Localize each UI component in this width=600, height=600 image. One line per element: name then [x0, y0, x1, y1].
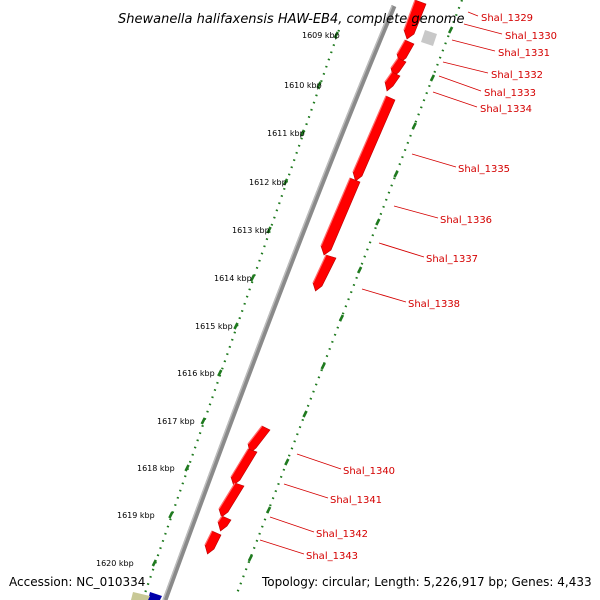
gene-arrow [230, 448, 258, 486]
gene-arrow [320, 177, 361, 256]
kbp-major-tick [217, 369, 223, 377]
inner-major-tick [375, 218, 381, 226]
kbp-major-tick [151, 559, 157, 567]
inner-major-tick [447, 26, 454, 34]
gene-leader-line [432, 91, 478, 108]
kbp-major-tick [333, 31, 339, 39]
gene-arrow-highlight [390, 57, 399, 69]
kbp-major-tick [233, 322, 239, 330]
gene-arrow-highlight [230, 448, 249, 478]
gene-label[interactable]: Shal_1333 [484, 88, 536, 99]
kbp-major-tick [168, 511, 174, 519]
gene-leader-line [442, 61, 489, 74]
kbp-label: 1609 kbp [302, 31, 340, 40]
gene-arrow-olive [131, 592, 150, 600]
kbp-major-tick [299, 129, 306, 137]
gene-leader-line [378, 242, 425, 258]
gene-label[interactable]: Shal_1331 [498, 48, 550, 59]
gene-arrow-faded [421, 30, 437, 46]
gene-arrow-highlight [384, 71, 393, 83]
gene-label[interactable]: Shal_1342 [316, 529, 368, 540]
kbp-major-tick [266, 226, 272, 234]
inner-major-tick [338, 314, 345, 322]
gene-arrow [312, 254, 337, 292]
gene-arrow-highlight [312, 254, 327, 284]
genome-backbone [162, 5, 397, 600]
gene-arrow-highlight [403, 0, 416, 31]
gene-arrow-highlight [320, 177, 351, 247]
label-layer: Shal_1329 Shal_1330 Shal_1331 Shal_1332 Shal… [259, 11, 557, 562]
gene-leader-line [283, 483, 329, 499]
inner-major-tick [247, 554, 254, 562]
gene-label[interactable]: Shal_1329 [481, 13, 533, 24]
gene-leader-line [451, 39, 496, 52]
inner-major-tick [393, 170, 399, 178]
gene-leader-line [361, 288, 407, 303]
kbp-major-tick [282, 178, 289, 186]
inner-major-tick [284, 458, 290, 466]
gene-label[interactable]: Shal_1343 [306, 551, 358, 562]
gene-label[interactable]: Shal_1340 [343, 466, 395, 477]
map-title: Shewanella halifaxensis HAW-EB4, complet… [118, 12, 464, 27]
gene-arrow-highlight [204, 530, 213, 546]
gene-leader-line [296, 453, 342, 470]
inner-major-tick [302, 410, 308, 418]
kbp-label: 1617 kbp [157, 417, 195, 426]
kbp-label: 1620 kbp [96, 559, 134, 568]
gene-label[interactable]: Shal_1332 [491, 70, 543, 81]
kbp-label: 1618 kbp [137, 464, 175, 473]
kbp-major-tick [200, 417, 206, 425]
inner-major-tick [320, 362, 326, 370]
gene-arrow [384, 71, 401, 92]
gene-leader-line [411, 153, 457, 168]
gene-leader-line [463, 23, 503, 35]
kbp-major-tick [316, 81, 322, 89]
kbp-label: 1614 kbp [214, 274, 252, 283]
kbp-label: 1610 kbp [284, 81, 322, 90]
gene-label[interactable]: Shal_1330 [505, 31, 557, 42]
gene-leader-line [438, 75, 482, 92]
tick-layer: 1609 kbp 1610 kbp 1611 kbp 1612 kbp 1613 kbp… [96, 0, 464, 597]
gene-arrow [352, 95, 396, 182]
accession-text: Accession: NC_010334 [9, 575, 145, 589]
gene-leader-line [259, 539, 305, 555]
gene-label[interactable]: Shal_1336 [440, 215, 492, 226]
kbp-label: 1619 kbp [117, 511, 155, 520]
gene-leader-line [393, 205, 439, 219]
gene-arrow [204, 530, 222, 555]
gene-label[interactable]: Shal_1335 [458, 164, 510, 175]
inner-major-tick [265, 506, 272, 514]
gene-label[interactable]: Shal_1334 [480, 104, 532, 115]
topology-text: Topology: circular; Length: 5,226,917 bp… [261, 575, 592, 589]
kbp-label: 1612 kbp [249, 178, 287, 187]
kbp-label: 1613 kbp [232, 226, 270, 235]
kbp-major-tick [184, 464, 190, 472]
gene-leader-line [269, 516, 315, 533]
outer-tick-track [142, 29, 341, 597]
inner-major-tick [356, 266, 363, 274]
kbp-major-tick [249, 274, 256, 282]
gene-layer [204, 0, 427, 555]
gene-label[interactable]: Shal_1341 [330, 495, 382, 506]
gene-arrow-highlight [247, 425, 263, 445]
gene-leader-line [467, 11, 479, 17]
kbp-label: 1616 kbp [177, 369, 215, 378]
genome-backbone-highlight [162, 5, 393, 600]
gene-label[interactable]: Shal_1337 [426, 254, 478, 265]
gene-arrow-highlight [396, 39, 406, 55]
gene-arrow-highlight [217, 515, 223, 523]
gene-label[interactable]: Shal_1338 [408, 299, 460, 310]
inner-major-tick [411, 122, 417, 130]
kbp-label: 1615 kbp [195, 322, 233, 331]
inner-tick-track [234, 0, 464, 597]
kbp-label: 1611 kbp [267, 129, 305, 138]
gene-arrow-highlight [352, 95, 387, 173]
inner-major-tick [429, 74, 436, 82]
gene-arrow-highlight [218, 482, 236, 510]
gene-arrow-blue [148, 592, 162, 600]
